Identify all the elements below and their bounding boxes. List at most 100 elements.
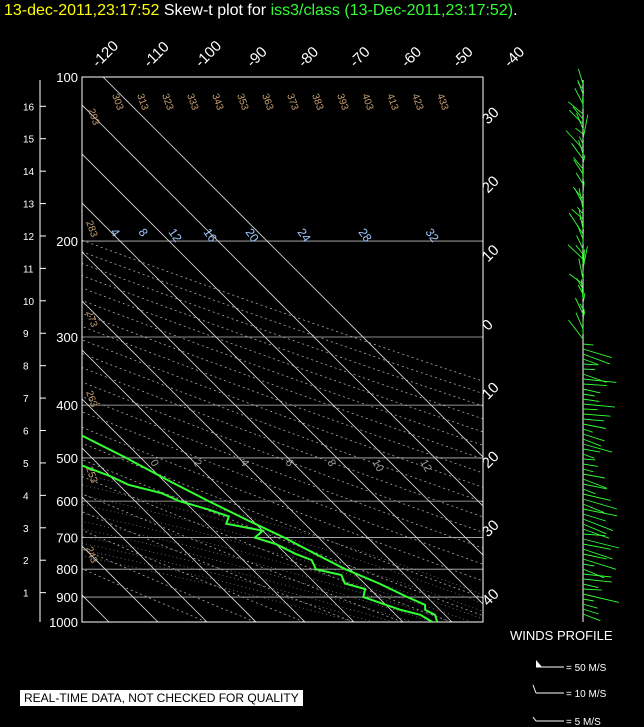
temp-top-label: -80 — [295, 43, 322, 70]
wind-barb — [582, 533, 606, 537]
title-period: . — [513, 2, 518, 19]
pressure-tick-label: 400 — [56, 398, 78, 413]
dry-adiabat-label: 413 — [384, 92, 400, 112]
dry-adiabat-line — [82, 325, 483, 474]
dry-adiabat-line — [82, 367, 483, 518]
dry-adiabat-label: 363 — [259, 92, 275, 112]
moist-adiabat-line — [82, 521, 453, 622]
wind-legend-title: WINDS PROFILE — [510, 628, 613, 643]
wind-barb — [582, 308, 585, 325]
wind-barb — [582, 493, 611, 501]
temp-right-label: 20 — [479, 173, 503, 197]
wind-barb — [582, 448, 601, 453]
quality-notice: REAL-TIME DATA, NOT CHECKED FOR QUALITY — [20, 690, 303, 706]
pressure-tick-label: 300 — [56, 330, 78, 345]
wind-barb — [571, 143, 584, 160]
wind-barb — [582, 229, 584, 245]
wind-barb — [582, 413, 611, 417]
moist-adiabat-line — [82, 484, 483, 604]
wind-barb — [568, 212, 584, 235]
height-tick-label: 12 — [23, 232, 35, 243]
wind-barb — [582, 488, 596, 495]
dry-adiabat-label: 433 — [434, 92, 450, 112]
wind-barb — [573, 157, 584, 170]
wind-barb — [582, 573, 612, 578]
height-tick-label: 5 — [23, 459, 29, 470]
title-datetime: 13-dec-2011,23:17:52 — [4, 2, 160, 19]
wind-barb — [577, 225, 584, 240]
wind-barb — [577, 68, 584, 85]
temp-top-label: -40 — [501, 43, 528, 70]
wind-barb — [582, 458, 596, 461]
height-tick-label: 8 — [23, 362, 29, 373]
wind-barb — [582, 603, 598, 609]
wind-barb — [582, 508, 618, 517]
wind-barb — [582, 428, 593, 433]
wind-barb — [574, 297, 584, 315]
height-tick-label: 13 — [23, 200, 35, 211]
wind-legend-flag — [532, 684, 537, 694]
wind-barb — [582, 528, 610, 539]
wind-barb — [582, 438, 602, 447]
wind-barb — [582, 543, 611, 550]
height-tick-label: 1 — [23, 589, 29, 600]
pressure-tick-label: 700 — [56, 531, 78, 546]
isotherm-line — [82, 594, 110, 622]
wind-barb — [582, 483, 608, 490]
wind-barb — [582, 91, 585, 100]
height-tick-label: 11 — [23, 264, 34, 275]
dry-adiabat-line — [82, 529, 305, 622]
wind-barb — [582, 393, 595, 397]
height-tick-label: 14 — [23, 167, 35, 178]
mixing-ratio-label: 28 — [356, 226, 375, 245]
isotherm-line — [82, 398, 306, 622]
dry-adiabat-label: 393 — [334, 92, 350, 112]
temp-top-label: -50 — [449, 43, 476, 70]
plot-frame — [81, 76, 484, 623]
pressure-axis: 100 200 300 400 500 600 700 800 900 1000 — [49, 70, 78, 630]
wind-barb — [582, 568, 605, 579]
wind-barb — [582, 593, 620, 603]
wind-barb — [575, 172, 584, 185]
wind-barb — [582, 468, 594, 473]
dry-adiabat-label: 423 — [409, 92, 425, 112]
wind-legend-label: = 50 M/S — [566, 663, 607, 674]
dry-adiabat-line — [82, 426, 483, 582]
wind-barb — [575, 245, 584, 255]
wind-barb — [582, 348, 612, 359]
temp-right-label: 30 — [479, 104, 503, 128]
dry-adiabat-line — [82, 568, 207, 622]
dry-adiabat-line — [82, 287, 483, 433]
dry-adiabat-label: 403 — [359, 92, 375, 112]
title-source: iss3/class (13-Dec-2011,23:17:52) — [270, 2, 514, 19]
moist-label: 6 — [282, 458, 295, 469]
wind-barb — [568, 101, 584, 115]
moist-adiabat-line — [82, 512, 472, 622]
wind-barb — [578, 188, 584, 210]
dry-adiabat-label: 293 — [85, 107, 101, 127]
temp-right-label: 40 — [479, 586, 503, 610]
dry-adiabat-line — [82, 339, 483, 488]
wind-barb — [577, 79, 584, 95]
title-label: Skew-t plot for — [163, 2, 267, 19]
wind-barb — [573, 159, 584, 175]
wind-barb — [582, 583, 599, 589]
height-tick-label: 16 — [23, 102, 35, 113]
moist-label: 4 — [237, 458, 250, 469]
dry-adiabat-line — [82, 459, 483, 617]
dry-adiabat-line — [82, 476, 452, 622]
dry-adiabat-line — [82, 263, 483, 407]
temperature-top-axis: -120 -110 -100 -90 -80 -70 -60 -50 -40 — [89, 38, 528, 71]
wind-barb — [582, 453, 595, 459]
dry-adiabat-label: 263 — [83, 389, 99, 409]
wind-barb — [582, 358, 599, 365]
wind-barb — [582, 463, 599, 467]
isotherm-line — [102, 77, 483, 458]
wind-barb — [577, 207, 584, 215]
wind-barb — [581, 252, 584, 265]
mixing-ratio-label: 8 — [136, 226, 151, 240]
chart-grid — [82, 77, 483, 622]
wind-barb — [582, 588, 602, 591]
dry-adiabat-line — [82, 239, 483, 382]
wind-barb — [582, 608, 599, 615]
